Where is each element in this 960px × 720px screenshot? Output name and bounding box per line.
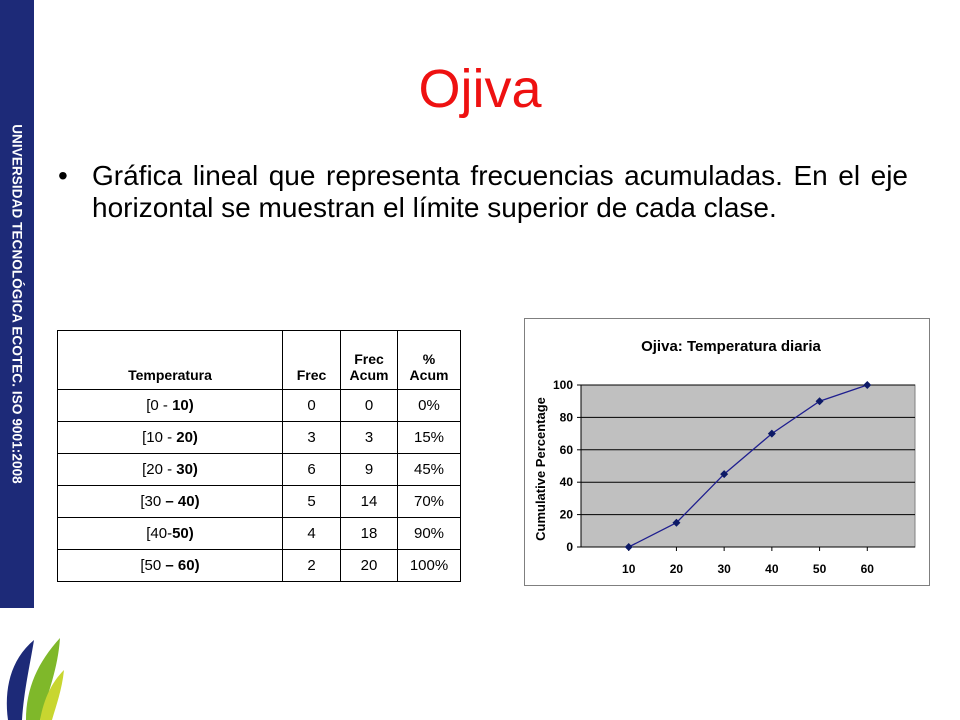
cell-frec-acum: 9 xyxy=(340,453,398,486)
cell-frec: 6 xyxy=(282,453,341,486)
cell-temperatura: [40-50) xyxy=(57,517,283,550)
cell-frec-acum: 0 xyxy=(340,389,398,422)
table-header-row: Temperatura Frec Frec Acum % Acum xyxy=(57,330,461,390)
side-band: UNIVERSIDAD TECNOLÓGICA ECOTEC. ISO 9001… xyxy=(0,0,34,608)
slide-title: Ojiva xyxy=(418,59,542,119)
y-tick-label: 80 xyxy=(560,410,574,424)
table-row: [50 – 60) 2 20 100% xyxy=(57,549,461,582)
cell-frec-acum: 3 xyxy=(340,421,398,454)
header-pct-acum-line1: % xyxy=(422,351,436,367)
temp-close: 30) xyxy=(176,461,198,478)
cell-pct-acum: 45% xyxy=(397,453,461,486)
cell-frec-acum: 20 xyxy=(340,549,398,582)
chart-ylabel: Cumulative Percentage xyxy=(533,397,548,541)
cell-pct-acum: 70% xyxy=(397,485,461,518)
cell-frec-acum: 18 xyxy=(340,517,398,550)
y-tick-label: 40 xyxy=(560,475,574,489)
data-point xyxy=(624,543,633,551)
chart-title: Ojiva: Temperatura diaria xyxy=(641,338,821,355)
series-line xyxy=(628,384,868,548)
header-frec-acum-line1: Frec xyxy=(354,351,384,367)
table-row: [20 - 30) 6 9 45% xyxy=(57,453,461,486)
data-point xyxy=(767,429,776,438)
cell-pct-acum: 0% xyxy=(397,389,461,422)
temp-open: [50 xyxy=(140,557,166,574)
temp-close: – 60) xyxy=(165,557,200,574)
y-tick-label: 20 xyxy=(560,508,574,522)
cell-temperatura: [30 – 40) xyxy=(57,485,283,518)
temp-open: [0 - xyxy=(146,397,173,414)
x-tick-label: 40 xyxy=(765,562,779,576)
cell-temperatura: [0 - 10) xyxy=(57,389,283,422)
cell-frec-acum: 14 xyxy=(340,485,398,518)
university-label: UNIVERSIDAD TECNOLÓGICA ECOTEC. ISO 9001… xyxy=(9,124,25,484)
table-row: [0 - 10) 0 0 0% xyxy=(57,389,461,422)
bullet-marker: • xyxy=(58,160,68,191)
y-tick-label: 0 xyxy=(566,540,573,554)
y-tick-label: 100 xyxy=(553,378,573,392)
bullet-point: • Gráfica lineal que representa frecuenc… xyxy=(58,160,908,224)
cell-frec: 5 xyxy=(282,485,341,518)
x-tick-label: 60 xyxy=(861,562,875,576)
table-row: [40-50) 4 18 90% xyxy=(57,517,461,550)
temp-open: [40- xyxy=(146,525,173,542)
header-temperatura: Temperatura xyxy=(57,330,283,390)
data-point xyxy=(863,381,872,389)
header-frec: Frec xyxy=(282,330,341,390)
temp-close: – 40) xyxy=(165,493,200,510)
x-tick-label: 30 xyxy=(717,562,731,576)
y-tick-label: 60 xyxy=(560,443,574,457)
cell-pct-acum: 90% xyxy=(397,517,461,550)
header-frec-acum-line2: Acum xyxy=(349,367,389,383)
data-point xyxy=(720,470,729,479)
bullet-text: Gráfica lineal que representa frecuencia… xyxy=(92,160,908,223)
x-tick-label: 20 xyxy=(670,562,684,576)
cell-frec: 0 xyxy=(282,389,341,422)
cell-temperatura: [20 - 30) xyxy=(57,453,283,486)
temp-close: 50) xyxy=(172,525,194,542)
cell-temperatura: [10 - 20) xyxy=(57,421,283,454)
cell-frec: 2 xyxy=(282,549,341,582)
cell-frec: 3 xyxy=(282,421,341,454)
frequency-table: Temperatura Frec Frec Acum % Acum [0 - 1… xyxy=(57,330,461,582)
temp-close: 20) xyxy=(176,429,198,446)
table-row: [10 - 20) 3 3 15% xyxy=(57,421,461,454)
cell-frec: 4 xyxy=(282,517,341,550)
temp-open: [20 - xyxy=(142,461,177,478)
data-point xyxy=(672,518,681,527)
x-tick-label: 10 xyxy=(622,562,636,576)
cell-pct-acum: 15% xyxy=(397,421,461,454)
x-tick-label: 50 xyxy=(813,562,827,576)
header-pct-acum: % Acum xyxy=(397,330,461,390)
temp-open: [30 xyxy=(140,493,166,510)
temp-open: [10 - xyxy=(142,429,177,446)
cell-temperatura: [50 – 60) xyxy=(57,549,283,582)
ogive-chart: Ojiva: Temperatura diaria Cumulative Per… xyxy=(524,318,930,586)
table-row: [30 – 40) 5 14 70% xyxy=(57,485,461,518)
data-point xyxy=(815,397,824,406)
cell-pct-acum: 100% xyxy=(397,549,461,582)
header-pct-acum-line2: Acum xyxy=(409,367,449,383)
header-frec-acum: Frec Acum xyxy=(340,330,398,390)
leaf-logo-icon xyxy=(6,638,64,720)
chart-canvas: Ojiva: Temperatura diaria Cumulative Per… xyxy=(533,338,916,576)
temp-close: 10) xyxy=(172,397,194,414)
plot-area xyxy=(580,384,916,548)
